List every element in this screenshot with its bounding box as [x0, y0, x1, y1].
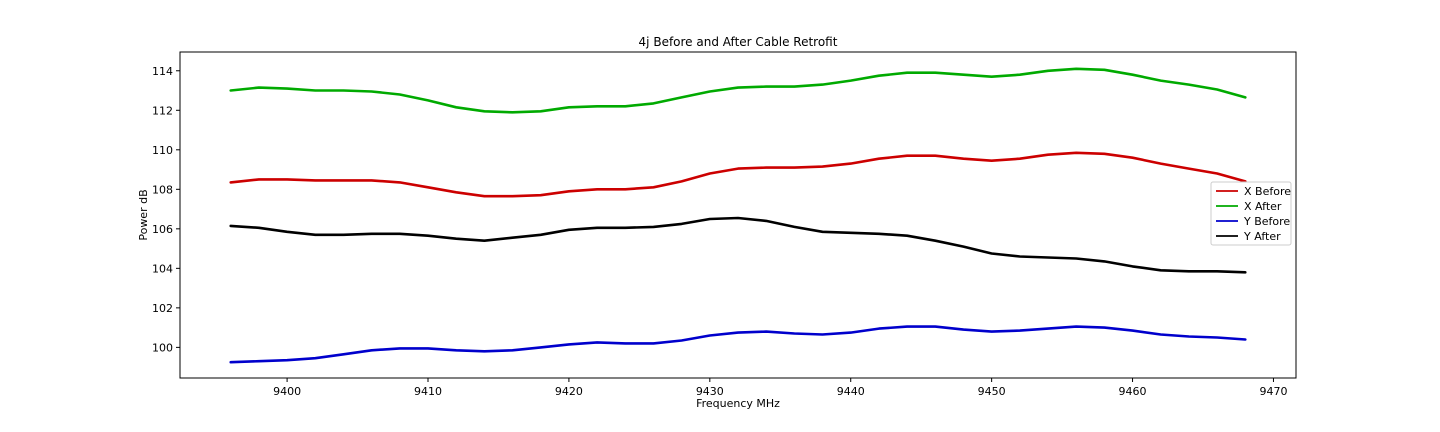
plot-area — [229, 67, 1247, 364]
y-tick-label: 104 — [152, 262, 173, 275]
series-line-y-after — [229, 216, 1247, 274]
legend-label: Y Before — [1243, 215, 1290, 228]
x-tick-label: 9410 — [414, 385, 442, 398]
x-tick-label: 9400 — [273, 385, 301, 398]
y-tick-label: 108 — [152, 183, 173, 196]
legend-box — [1210, 181, 1292, 246]
y-axis-label: Power dB — [137, 189, 150, 240]
y-tick-label: 106 — [152, 223, 173, 236]
legend: X Before X After Y Before Y After — [1210, 181, 1292, 246]
y-tick-label: 112 — [152, 104, 173, 117]
y-tick-label: 114 — [152, 65, 173, 78]
plot-frame — [179, 51, 1297, 379]
x-tick-label: 9440 — [837, 385, 865, 398]
x-tick-label: 9450 — [978, 385, 1006, 398]
series-line-y-before — [229, 325, 1247, 364]
series-line-x-before — [229, 151, 1247, 198]
y-tick-label: 102 — [152, 302, 173, 315]
x-axis: 9400 9410 9420 9430 9440 9450 9460 9470 — [273, 378, 1287, 398]
y-tick-label: 110 — [152, 144, 173, 157]
x-tick-label: 9460 — [1119, 385, 1147, 398]
x-tick-label: 9470 — [1259, 385, 1287, 398]
legend-label: X After — [1244, 200, 1282, 213]
series-line-x-after — [229, 67, 1247, 114]
legend-label: X Before — [1244, 185, 1291, 198]
x-tick-label: 9420 — [555, 385, 583, 398]
x-tick-label: 9430 — [696, 385, 724, 398]
x-axis-label: Frequency MHz — [696, 397, 780, 410]
y-tick-label: 100 — [152, 341, 173, 354]
y-axis: 100 102 104 106 108 110 112 114 — [152, 65, 180, 354]
legend-label: Y After — [1243, 230, 1281, 243]
chart-title: 4j Before and After Cable Retrofit — [639, 35, 838, 49]
